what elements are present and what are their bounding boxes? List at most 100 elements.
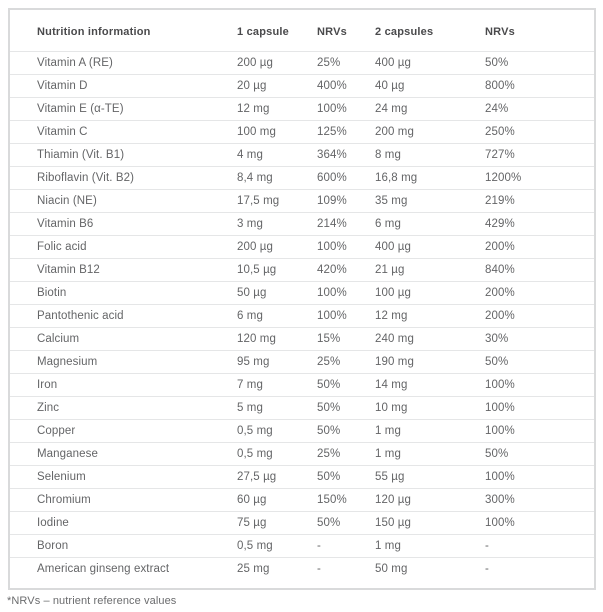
cell-2-capsules-amount: 120 µg [375, 488, 485, 512]
cell-2-capsules-nrv: 840% [485, 258, 594, 282]
cell-2-capsules-nrv: 100% [485, 465, 594, 489]
cell-2-capsules-amount: 400 µg [375, 235, 485, 259]
cell-1-capsule-nrv: 600% [317, 166, 375, 190]
table-row: Calcium 120 mg 15% 240 mg 30% [10, 327, 594, 351]
cell-2-capsules-amount: 12 mg [375, 304, 485, 328]
cell-1-capsule-nrv: - [317, 534, 375, 558]
cell-1-capsule-nrv: 100% [317, 304, 375, 328]
cell-2-capsules-amount: 16,8 mg [375, 166, 485, 190]
cell-1-capsule-nrv: 15% [317, 327, 375, 351]
cell-1-capsule-amount: 8,4 mg [237, 166, 317, 190]
table-row: Thiamin (Vit. B1) 4 mg 364% 8 mg 727% [10, 143, 594, 167]
cell-2-capsules-amount: 55 µg [375, 465, 485, 489]
cell-2-capsules-amount: 50 mg [375, 557, 485, 580]
cell-nutrient-name: Thiamin (Vit. B1) [10, 143, 237, 167]
cell-nutrient-name: Iodine [10, 511, 237, 535]
cell-nutrient-name: Vitamin D [10, 74, 237, 98]
table-row: Vitamin D 20 µg 400% 40 µg 800% [10, 74, 594, 98]
cell-2-capsules-nrv: 200% [485, 235, 594, 259]
cell-nutrient-name: Vitamin C [10, 120, 237, 144]
cell-1-capsule-amount: 0,5 mg [237, 419, 317, 443]
cell-1-capsule-nrv: 25% [317, 442, 375, 466]
cell-1-capsule-nrv: 214% [317, 212, 375, 236]
cell-nutrient-name: Selenium [10, 465, 237, 489]
nutrition-table: Nutrition information 1 capsule NRVs 2 c… [10, 10, 594, 580]
cell-1-capsule-amount: 7 mg [237, 373, 317, 397]
cell-2-capsules-amount: 14 mg [375, 373, 485, 397]
nutrition-table-container: Nutrition information 1 capsule NRVs 2 c… [8, 8, 596, 590]
cell-2-capsules-amount: 100 µg [375, 281, 485, 305]
cell-2-capsules-nrv: 100% [485, 373, 594, 397]
cell-nutrient-name: Niacin (NE) [10, 189, 237, 213]
cell-1-capsule-amount: 20 µg [237, 74, 317, 98]
cell-nutrient-name: Zinc [10, 396, 237, 420]
column-header-nrvs-1: NRVs [317, 26, 347, 38]
cell-2-capsules-nrv: - [485, 557, 594, 580]
cell-nutrient-name: Riboflavin (Vit. B2) [10, 166, 237, 190]
cell-1-capsule-amount: 25 mg [237, 557, 317, 580]
cell-1-capsule-amount: 4 mg [237, 143, 317, 167]
cell-nutrient-name: Chromium [10, 488, 237, 512]
cell-2-capsules-nrv: 50% [485, 51, 594, 75]
cell-1-capsule-nrv: 150% [317, 488, 375, 512]
cell-1-capsule-amount: 120 mg [237, 327, 317, 351]
cell-1-capsule-nrv: 100% [317, 235, 375, 259]
cell-2-capsules-amount: 40 µg [375, 74, 485, 98]
cell-1-capsule-nrv: 364% [317, 143, 375, 167]
cell-1-capsule-amount: 60 µg [237, 488, 317, 512]
cell-1-capsule-nrv: 50% [317, 373, 375, 397]
cell-2-capsules-nrv: 429% [485, 212, 594, 236]
cell-nutrient-name: Calcium [10, 327, 237, 351]
cell-1-capsule-nrv: 50% [317, 396, 375, 420]
cell-nutrient-name: Vitamin B12 [10, 258, 237, 282]
cell-1-capsule-amount: 6 mg [237, 304, 317, 328]
table-header: Nutrition information 1 capsule NRVs 2 c… [10, 10, 594, 52]
table-row: Riboflavin (Vit. B2) 8,4 mg 600% 16,8 mg… [10, 166, 594, 190]
cell-1-capsule-amount: 200 µg [237, 235, 317, 259]
cell-1-capsule-nrv: 100% [317, 97, 375, 121]
column-header-2-capsules: 2 capsules [375, 26, 434, 38]
cell-1-capsule-amount: 3 mg [237, 212, 317, 236]
table-row: Vitamin C 100 mg 125% 200 mg 250% [10, 120, 594, 144]
table-row: Vitamin A (RE) 200 µg 25% 400 µg 50% [10, 51, 594, 75]
cell-2-capsules-nrv: 24% [485, 97, 594, 121]
cell-2-capsules-amount: 35 mg [375, 189, 485, 213]
cell-2-capsules-amount: 200 mg [375, 120, 485, 144]
table-row: Pantothenic acid 6 mg 100% 12 mg 200% [10, 304, 594, 328]
cell-1-capsule-amount: 0,5 mg [237, 442, 317, 466]
table-row: Magnesium 95 mg 25% 190 mg 50% [10, 350, 594, 374]
cell-nutrient-name: American ginseng extract [10, 557, 237, 580]
cell-1-capsule-amount: 75 µg [237, 511, 317, 535]
cell-1-capsule-amount: 10,5 µg [237, 258, 317, 282]
cell-2-capsules-nrv: 100% [485, 396, 594, 420]
cell-2-capsules-nrv: 100% [485, 511, 594, 535]
table-row: Biotin 50 µg 100% 100 µg 200% [10, 281, 594, 305]
table-row: Vitamin B12 10,5 µg 420% 21 µg 840% [10, 258, 594, 282]
column-header-nrvs-2: NRVs [485, 26, 515, 38]
cell-2-capsules-amount: 1 mg [375, 442, 485, 466]
cell-nutrient-name: Vitamin B6 [10, 212, 237, 236]
cell-1-capsule-nrv: 100% [317, 281, 375, 305]
cell-2-capsules-nrv: 250% [485, 120, 594, 144]
cell-2-capsules-nrv: 50% [485, 350, 594, 374]
cell-1-capsule-amount: 12 mg [237, 97, 317, 121]
table-row: Boron 0,5 mg - 1 mg - [10, 534, 594, 558]
cell-nutrient-name: Boron [10, 534, 237, 558]
cell-2-capsules-nrv: 800% [485, 74, 594, 98]
cell-1-capsule-amount: 100 mg [237, 120, 317, 144]
column-header-nutrition-information: Nutrition information [37, 26, 151, 38]
cell-1-capsule-nrv: 50% [317, 419, 375, 443]
table-row: Manganese 0,5 mg 25% 1 mg 50% [10, 442, 594, 466]
table-header-row: Nutrition information 1 capsule NRVs 2 c… [10, 10, 594, 52]
table-row: Copper 0,5 mg 50% 1 mg 100% [10, 419, 594, 443]
cell-nutrient-name: Copper [10, 419, 237, 443]
table-row: Vitamin E (α-TE) 12 mg 100% 24 mg 24% [10, 97, 594, 121]
cell-2-capsules-nrv: 200% [485, 304, 594, 328]
table-row: Vitamin B6 3 mg 214% 6 mg 429% [10, 212, 594, 236]
cell-2-capsules-amount: 1 mg [375, 534, 485, 558]
column-header-1-capsule: 1 capsule [237, 26, 289, 38]
nrv-footnote: *NRVs – nutrient reference values [7, 595, 177, 607]
cell-2-capsules-nrv: 50% [485, 442, 594, 466]
cell-nutrient-name: Manganese [10, 442, 237, 466]
